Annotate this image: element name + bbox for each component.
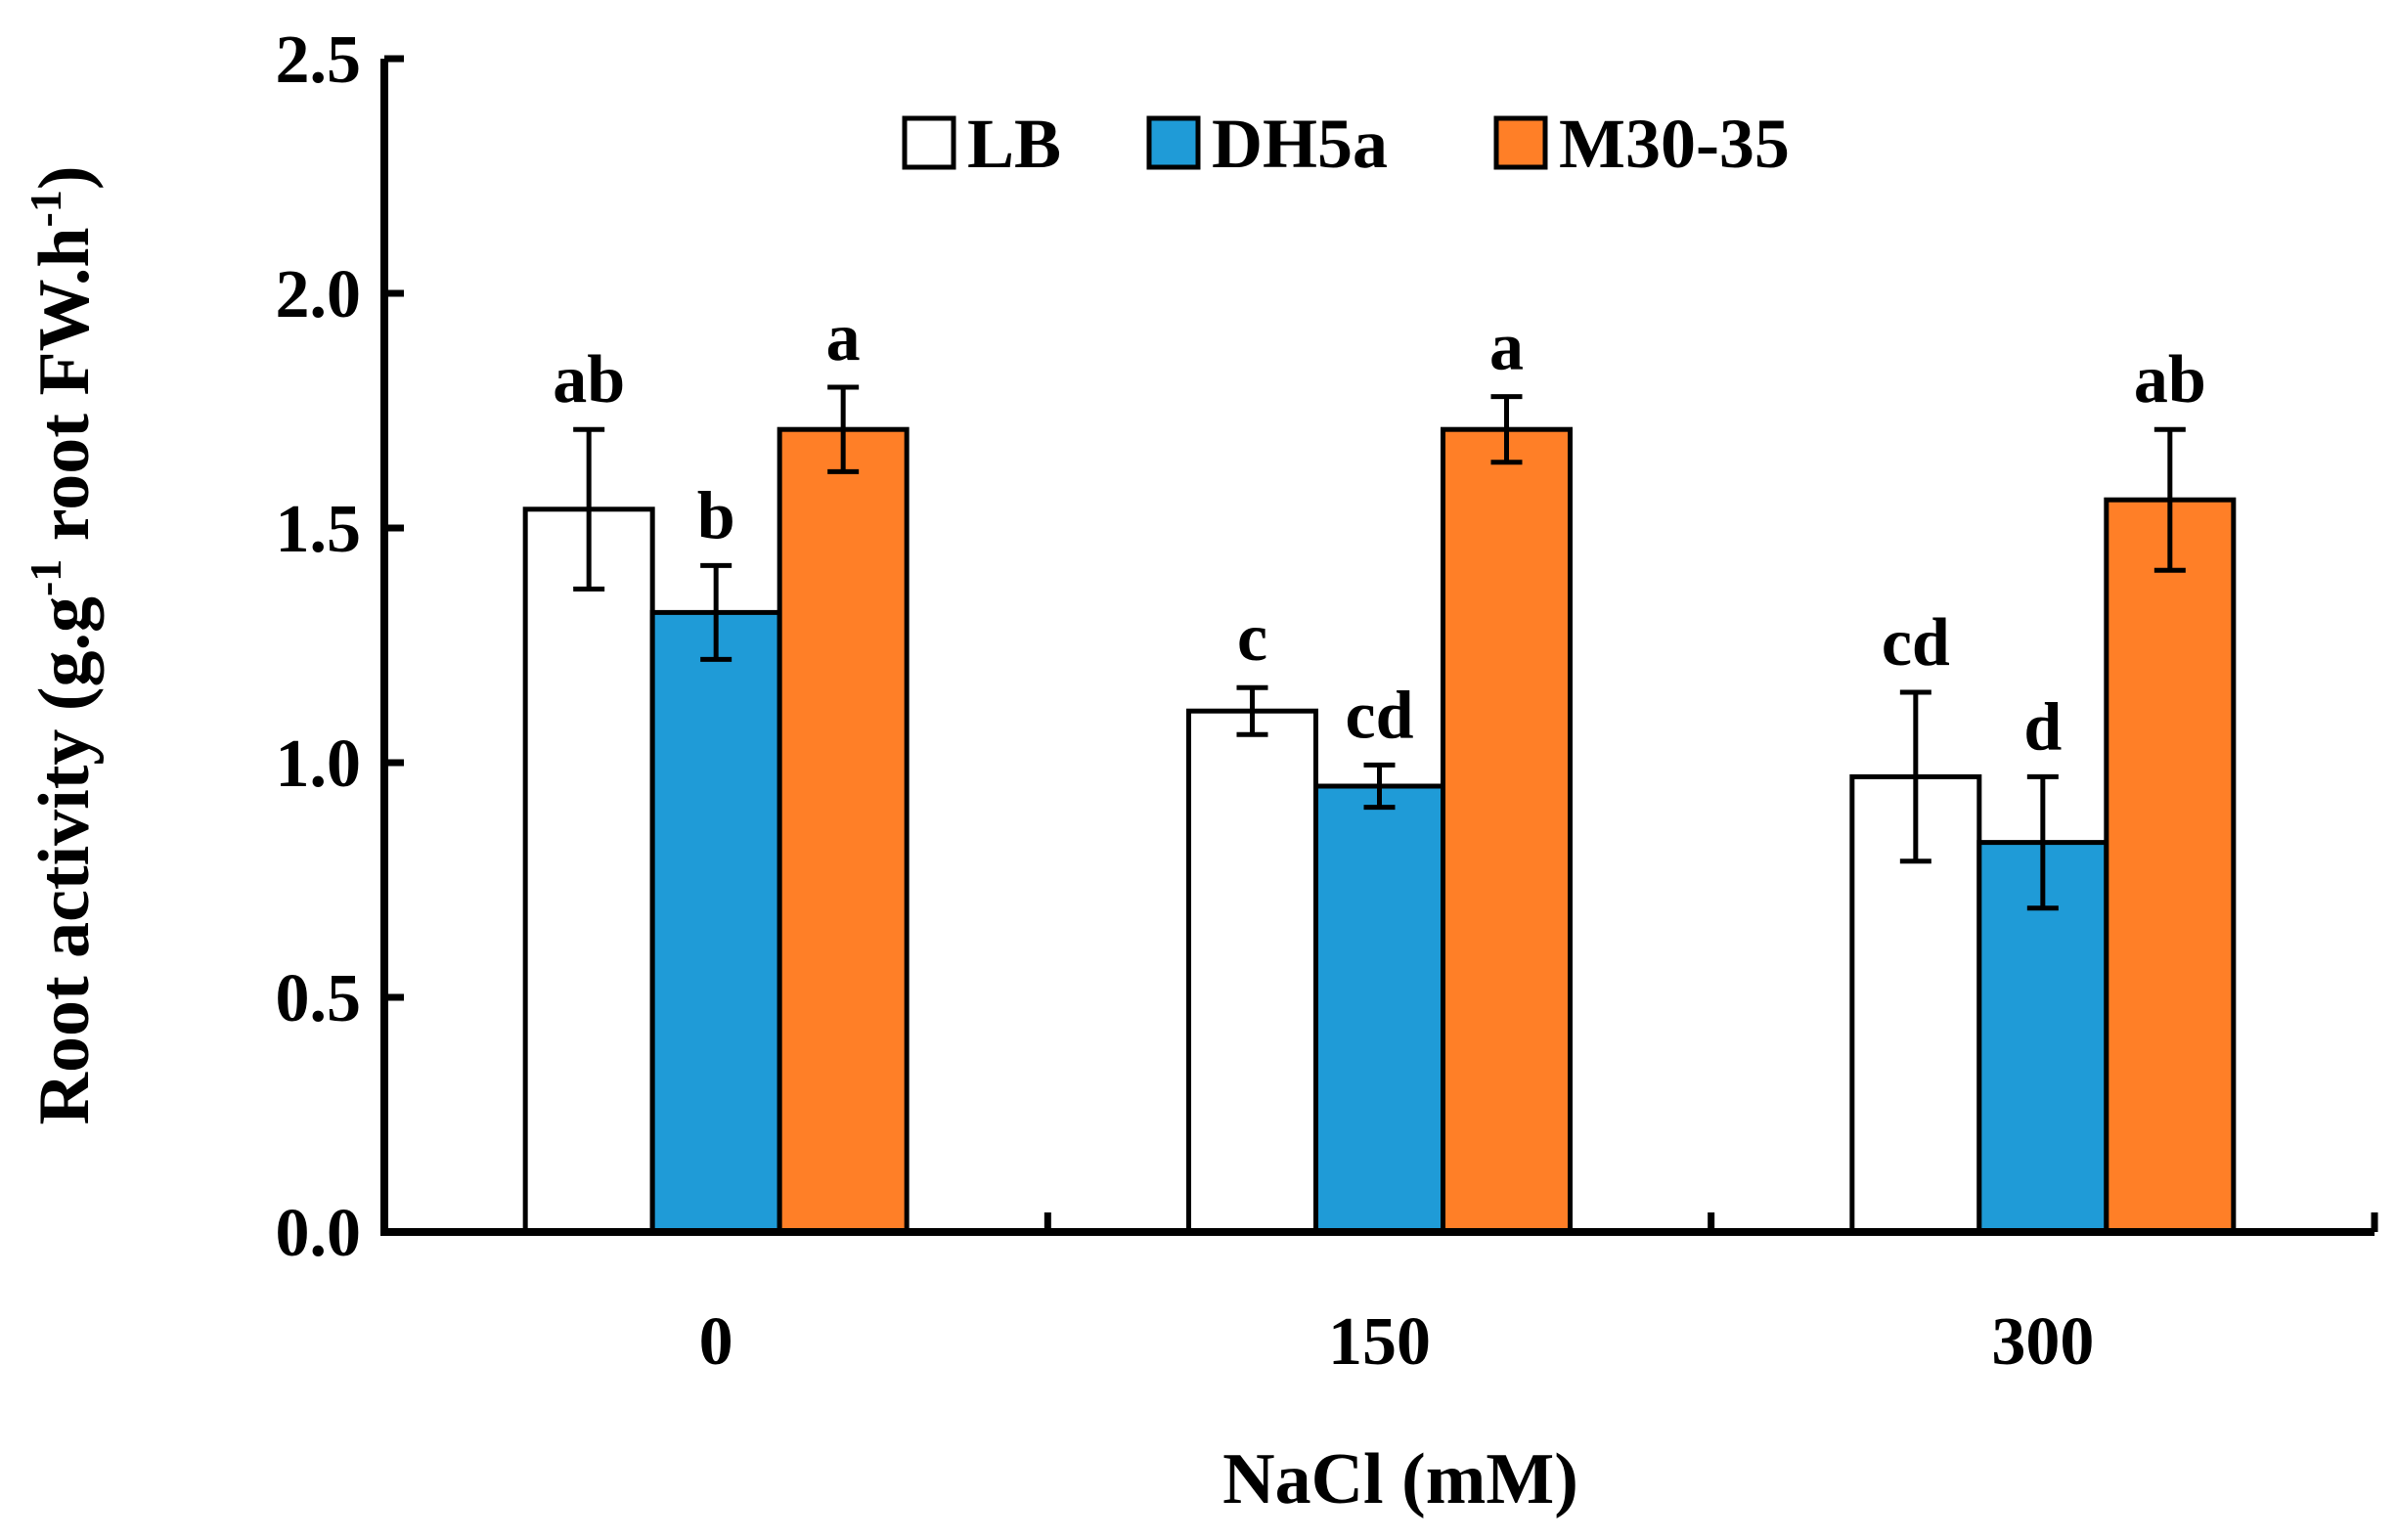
bar	[2104, 497, 2237, 1235]
y-tick-label: 0.0	[276, 1196, 362, 1271]
y-axis-title: Root activity (g.g-1 root FW.h-1)	[21, 165, 105, 1124]
legend: LB DH5a M30-35	[902, 105, 1790, 183]
significance-label: cd	[1882, 605, 1950, 681]
legend-label: LB	[967, 105, 1061, 183]
bar	[1186, 708, 1318, 1235]
y-axis-title-main: Root activity (g.g	[24, 596, 105, 1124]
y-axis-title-sup-2: -1	[21, 190, 70, 227]
legend-swatch	[1146, 115, 1201, 170]
error-bars-layer	[573, 384, 2186, 911]
bar	[1313, 783, 1445, 1235]
y-tick-label: 1.5	[276, 492, 362, 567]
axes-layer	[380, 59, 2375, 1236]
significance-label: ab	[553, 342, 625, 418]
bar	[649, 609, 782, 1235]
y-axis-title-mid: root FW.h	[24, 227, 105, 558]
x-tick-label: 300	[1991, 1304, 2094, 1380]
x-tick-label: 0	[699, 1304, 733, 1380]
y-tick-label: 1.0	[276, 726, 362, 802]
y-tick-label: 0.5	[276, 961, 362, 1036]
y-tick-label: 2.0	[276, 257, 362, 332]
significance-label: a	[826, 300, 861, 375]
bar	[777, 426, 910, 1235]
significance-label: d	[2023, 689, 2062, 765]
y-axis-title-end: )	[24, 165, 105, 190]
bar	[1441, 426, 1573, 1235]
significance-label: cd	[1346, 678, 1414, 753]
legend-swatch	[1493, 115, 1548, 170]
x-axis-title: NaCl (mM)	[1222, 1439, 1578, 1519]
y-tick-label: 2.5	[276, 22, 362, 98]
bar	[522, 506, 655, 1235]
y-ticks-layer: 0.0 0.5 1.0 1.5 2.0 2.5	[276, 22, 404, 1271]
significance-label: ab	[2134, 342, 2206, 418]
significance-label: b	[697, 478, 735, 553]
legend-label: M30-35	[1559, 105, 1790, 183]
y-axis-title-sup-1: -1	[21, 559, 70, 596]
x-tick-label: 150	[1328, 1304, 1431, 1380]
legend-label: DH5a	[1212, 105, 1388, 183]
significance-label: c	[1237, 600, 1267, 676]
significance-label: a	[1489, 310, 1524, 385]
legend-swatch	[902, 115, 956, 170]
x-ticks-layer: 0 150 300	[380, 1212, 2378, 1380]
bars-layer	[522, 426, 2237, 1235]
